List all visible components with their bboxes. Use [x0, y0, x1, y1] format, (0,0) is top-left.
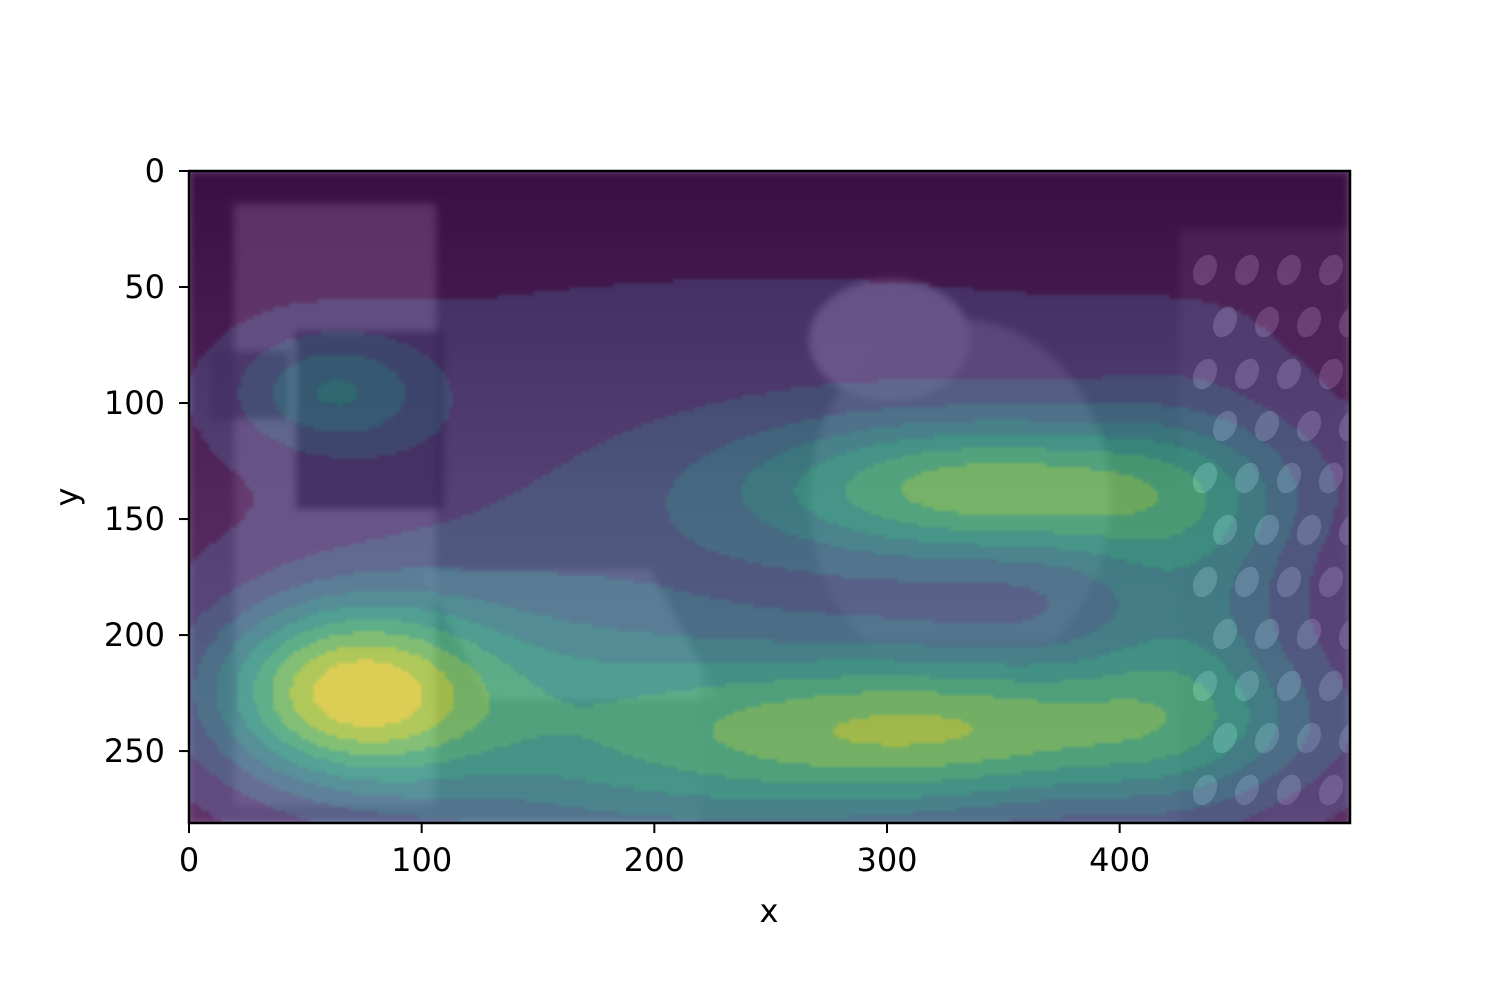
x-tick-label: 200 — [624, 841, 685, 879]
x-tick-label: 0 — [179, 841, 199, 879]
plot-frame — [187, 169, 1352, 825]
x-axis-label: x — [760, 892, 779, 930]
plot-area — [187, 169, 1352, 825]
heatmap-contours — [189, 171, 1350, 823]
x-tick-label: 100 — [391, 841, 452, 879]
x-tick-label: 400 — [1089, 841, 1150, 879]
y-axis: 0 50 100 150 200 250 — [104, 152, 189, 770]
y-tick-label: 100 — [104, 384, 165, 422]
y-tick-label: 0 — [145, 152, 165, 190]
y-tick-label: 200 — [104, 616, 165, 654]
y-tick-label: 150 — [104, 500, 165, 538]
x-axis: 0 100 200 300 400 — [179, 823, 1150, 879]
y-axis-label: y — [48, 488, 86, 507]
y-tick-label: 50 — [124, 268, 165, 306]
x-tick-label: 300 — [856, 841, 917, 879]
y-tick-label: 250 — [104, 732, 165, 770]
